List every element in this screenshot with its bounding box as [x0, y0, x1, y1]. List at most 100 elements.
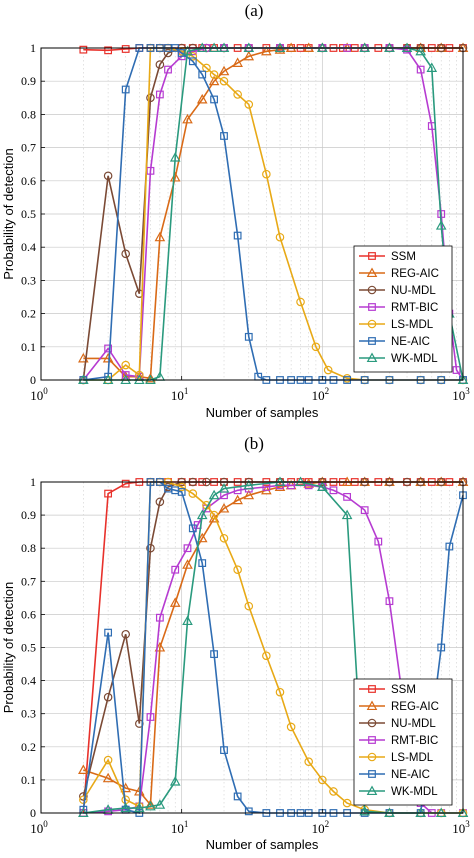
legend-label: NU-MDL — [391, 718, 436, 730]
legend-marker — [367, 319, 377, 329]
x-tick-exponent: 2 — [325, 819, 330, 829]
y-tick-label: 0.3 — [21, 273, 36, 287]
point-wk-mdl — [208, 489, 220, 500]
point-nu-mdl — [163, 48, 173, 58]
point-wk-mdl — [435, 220, 447, 230]
x-tick-label: 102 — [312, 819, 330, 836]
point-reg-aic — [218, 65, 230, 76]
legend-label: SSM — [391, 684, 416, 696]
x-tick-label: 102 — [312, 386, 330, 403]
point-ne-aic — [445, 542, 454, 551]
legend-item-ne-aic: NE-AIC — [359, 769, 430, 781]
line-wk-mdl — [83, 481, 463, 814]
point-ssm — [121, 479, 130, 488]
point-reg-aic — [196, 532, 208, 543]
point-reg-aic — [261, 45, 272, 56]
legend-marker — [368, 770, 376, 778]
y-tick-label: 0.6 — [21, 607, 36, 621]
x-tick-base: 10 — [312, 388, 325, 403]
y-tick-label: 0.5 — [21, 641, 36, 655]
legend-box — [353, 245, 453, 373]
point-ls-mdl — [219, 76, 229, 86]
point-ls-mdl — [188, 51, 198, 61]
legend-item-ssm: SSM — [359, 684, 416, 696]
point-wk-mdl — [169, 152, 181, 162]
legend-item-reg-aic: REG-AIC — [359, 267, 439, 280]
point-ls-mdl — [262, 169, 271, 179]
legend-item-ne-aic: NE-AIC — [359, 336, 430, 348]
point-ls-mdl — [275, 687, 285, 697]
point-ls-mdl — [262, 651, 271, 661]
point-rmt-bic — [374, 537, 383, 546]
point-wk-mdl — [317, 481, 328, 492]
point-reg-aic — [102, 352, 114, 363]
point-ssm — [104, 46, 113, 55]
legend-marker — [366, 700, 378, 711]
legend-item-wk-mdl: WK-MDL — [359, 785, 438, 798]
x-tick-exponent: 3 — [465, 386, 470, 396]
point-reg-aic — [102, 772, 114, 783]
point-nu-mdl — [146, 93, 155, 103]
y-tick-label: 0.7 — [21, 574, 36, 588]
point-rmt-bic — [452, 366, 461, 374]
point-ls-mdl — [233, 90, 242, 99]
y-tick-label: 0.7 — [21, 141, 36, 155]
point-reg-aic — [243, 489, 255, 500]
point-reg-aic — [232, 494, 243, 505]
x-tick-label: 101 — [171, 386, 189, 403]
legend-item-nu-mdl: NU-MDL — [359, 718, 436, 730]
legend-marker — [366, 352, 378, 363]
x-tick-base: 10 — [171, 821, 184, 836]
legend-marker — [368, 685, 376, 693]
y-tick-label: 0.3 — [21, 707, 36, 721]
point-rmt-bic — [155, 613, 164, 622]
point-reg-aic — [196, 93, 208, 104]
point-rmt-bic — [360, 506, 369, 515]
x-tick-base: 10 — [312, 821, 325, 836]
legend-item-ls-mdl: LS-MDL — [359, 319, 434, 331]
panel-label: (b) — [244, 434, 264, 453]
legend-label: LS-MDL — [391, 319, 434, 331]
point-ls-mdl — [244, 100, 254, 109]
point-ls-mdl — [233, 565, 242, 575]
y-tick-label: 0.8 — [21, 107, 36, 121]
point-ls-mdl — [244, 601, 254, 611]
point-ls-mdl — [342, 798, 352, 808]
legend-marker — [368, 736, 376, 744]
point-nu-mdl — [79, 792, 88, 801]
x-tick-exponent: 1 — [184, 819, 189, 829]
legend-item-wk-mdl: WK-MDL — [359, 352, 438, 365]
point-ne-aic — [198, 70, 207, 79]
point-rmt-bic — [183, 544, 192, 553]
point-ls-mdl — [329, 787, 338, 796]
panel-label: (a) — [245, 1, 264, 20]
point-ls-mdl — [286, 722, 296, 732]
x-axis-label: Number of samples — [206, 837, 319, 852]
point-ssm — [79, 45, 88, 54]
x-tick-base: 10 — [30, 388, 43, 403]
point-rmt-bic — [164, 65, 172, 74]
point-wk-mdl — [134, 802, 145, 813]
legend-label: NE-AIC — [391, 336, 430, 348]
point-reg-aic — [154, 231, 166, 242]
point-ls-mdl — [318, 775, 327, 785]
x-tick-exponent: 1 — [184, 386, 189, 396]
legend-marker — [367, 752, 377, 762]
y-tick-label: 0.1 — [21, 340, 36, 354]
point-reg-aic — [169, 597, 181, 607]
point-ne-aic — [177, 488, 186, 496]
point-reg-aic — [274, 481, 286, 492]
point-ne-aic — [220, 132, 228, 140]
point-ls-mdl — [209, 510, 219, 520]
point-ls-mdl — [79, 795, 88, 805]
point-ls-mdl — [135, 370, 144, 380]
point-reg-aic — [218, 502, 230, 513]
point-nu-mdl — [121, 249, 130, 259]
y-tick-label: 0.6 — [21, 174, 36, 188]
point-rmt-bic — [171, 565, 180, 574]
point-ne-aic — [210, 650, 218, 659]
point-rmt-bic — [104, 344, 113, 353]
point-reg-aic — [274, 44, 286, 54]
point-rmt-bic — [385, 597, 394, 606]
point-reg-aic — [182, 113, 193, 124]
